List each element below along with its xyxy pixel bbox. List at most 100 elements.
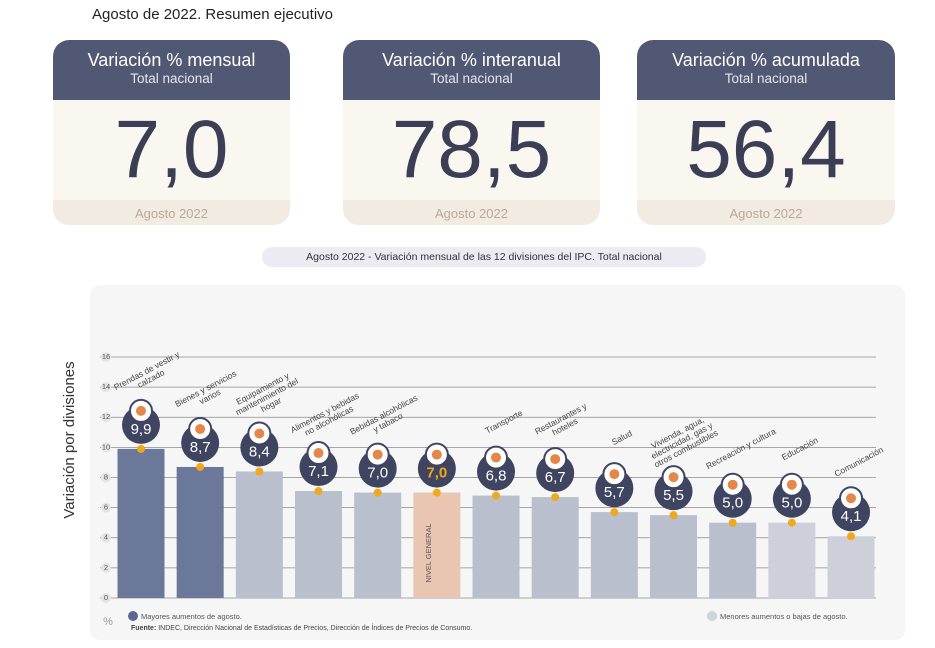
value-label: 8,7 [190,439,211,456]
bar [827,536,875,598]
bar-dot [787,518,796,527]
card-footer: Agosto 2022 [343,200,600,225]
card-footer: Agosto 2022 [53,200,290,225]
bar-dot [137,444,145,453]
icon-accent [727,479,738,490]
icon-accent [195,423,206,434]
legend-dot [128,611,138,621]
icon-accent [550,454,561,465]
bar [354,492,402,598]
value-label: 7,0 [426,465,447,482]
tick-dot [101,412,111,423]
bar-dot [314,487,323,496]
source-text: INDEC, Dirección Nacional de Estadística… [158,625,473,632]
bar [709,522,757,598]
tick-dot [101,352,111,362]
card-title: Variación % acumulada [672,50,860,70]
tick-dot [101,472,111,483]
y-tick-label: 6 [104,503,108,512]
icon-accent [491,452,502,463]
icon-accent [846,493,857,504]
icon-accent [254,428,265,439]
icon-accent [372,449,383,460]
bar-dot [669,511,678,520]
value-label: 5,7 [604,484,625,501]
bar-dot [196,462,205,471]
bar-dot [432,488,441,497]
kpi-card: Variación % mensual Total nacional 7,0 Agos… [53,40,290,225]
icon-accent [786,479,797,490]
icon-accent [136,405,146,416]
bar-dot [847,532,856,541]
y-tick-label: 2 [104,563,108,572]
card-subtitle: Total nacional [430,71,513,86]
card-header: Variación % mensual Total nacional [53,40,290,100]
bar-dot [728,518,737,527]
category-label: NIVEL GENERAL [424,523,433,582]
tick-dot [101,382,111,393]
card-footer: Agosto 2022 [637,200,895,225]
y-tick-label: 0 [104,593,108,602]
tick-dot [101,532,111,543]
bar [176,466,224,598]
bar [235,471,283,598]
y-tick-label: 10 [102,442,110,451]
value-label: 6,7 [545,469,566,486]
bar [472,495,520,598]
tick-dot [101,562,111,573]
y-tick-label: 14 [102,382,110,391]
value-label: 6,8 [486,468,507,485]
source-label: Fuente: [131,625,157,632]
card-value: 56,4 [686,104,846,195]
kpi-card: Variación % acumulada Total nacional 56,4 A… [637,40,895,225]
value-label: 9,9 [131,421,152,438]
legend-label: Menores aumentos o bajas de agosto. [720,612,848,621]
card-value: 7,0 [114,104,229,195]
value-label: 7,1 [308,463,329,480]
card-title: Variación % interanual [382,50,561,70]
bar-dot [373,488,382,497]
value-label: 5,0 [781,495,802,512]
header-title: Agosto de 2022. Resumen ejecutivo [92,6,333,23]
value-label: 4,1 [841,508,862,525]
bar [768,522,816,598]
bar [531,497,579,598]
bar [590,512,638,598]
bar [650,515,698,598]
card-subtitle: Total nacional [130,71,213,86]
bar [295,491,343,598]
legend-dot [707,611,717,621]
bar-dot [610,508,619,517]
y-axis-label: Variación por divisiones [61,361,78,518]
icon-accent [313,448,324,459]
card-title: Variación % mensual [87,50,256,70]
value-label: 8,4 [249,443,270,460]
value-label: 5,5 [663,487,684,504]
tick-dot [101,502,111,513]
legend-label: Mayores aumentos de agosto. [141,612,242,621]
bar-dot [492,491,501,500]
card-value: 78,5 [391,104,552,195]
value-label: 5,0 [722,495,743,512]
icon-accent [431,449,442,460]
bar [117,448,165,598]
source: Fuente: INDEC, Dirección Nacional de Est… [131,625,472,632]
kpi-card: Variación % interanual Total nacional 78,5… [343,40,600,225]
card-subtitle: Total nacional [724,71,808,86]
icon-accent [609,469,620,480]
y-tick-label: 12 [102,412,110,421]
unit: % [103,616,113,628]
card-header: Variación % interanual Total nacional [343,40,600,100]
y-tick-label: 4 [104,533,108,542]
tick-dot [101,442,111,453]
bar-dot [551,493,560,502]
bar-dot [255,467,264,476]
icon-accent [668,472,679,483]
bar [413,492,461,598]
y-tick-label: 8 [104,472,108,481]
value-label: 7,0 [367,465,388,482]
chart-title: Agosto 2022 - Variación mensual de las 1… [262,247,706,267]
card-header: Variación % acumulada Total nacional [637,40,895,100]
